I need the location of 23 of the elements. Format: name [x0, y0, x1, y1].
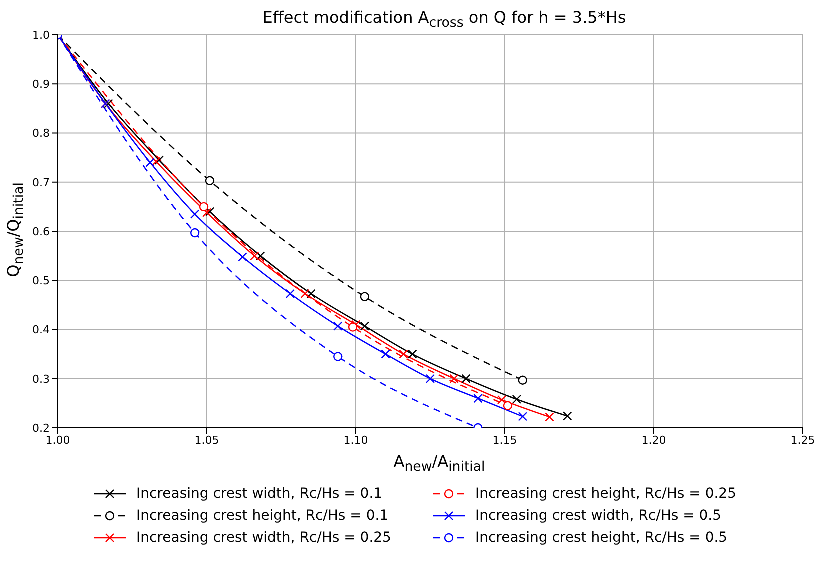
x-tick-label: 1.10 [344, 434, 368, 447]
legend-label: Increasing crest width, Rc/Hs = 0.1 [136, 486, 383, 502]
x-tick-label: 1.05 [194, 434, 220, 447]
x-tick-label: 1.00 [46, 434, 70, 447]
y-tick-label: 0.2 [32, 422, 50, 435]
y-tick-label: 0.4 [32, 324, 50, 337]
legend-label: Increasing crest height, Rc/Hs = 0.1 [136, 508, 389, 524]
x-axis-title: A$_{new}$/A$_{initial}$ [392, 452, 486, 476]
y-tick-label: 0.6 [32, 225, 50, 238]
y-tick-label: 0.7 [32, 176, 50, 190]
y-tick-label: 0.9 [32, 78, 50, 92]
chart-title: Effect modification A$_{cross}$ on Q for h = 3.5*Hs [262, 8, 628, 32]
x-tick-label: 1.20 [642, 434, 666, 447]
legend-label: Increasing crest height, Rc/Hs = 0.25 [475, 486, 736, 502]
legend-label: Increasing crest width, Rc/Hs = 0.5 [475, 508, 722, 524]
y-tick-label: 1.0 [32, 28, 50, 42]
legend-label: Increasing crest height, Rc/Hs = 0.5 [475, 530, 728, 546]
y-tick-label: 0.8 [32, 127, 50, 140]
y-tick-label: 0.5 [32, 274, 50, 288]
x-tick-label: 1.25 [790, 434, 816, 447]
y-tick-label: 0.3 [32, 372, 50, 386]
x-tick-label: 1.15 [492, 434, 518, 447]
legend-label: Increasing crest width, Rc/Hs = 0.25 [136, 530, 392, 546]
